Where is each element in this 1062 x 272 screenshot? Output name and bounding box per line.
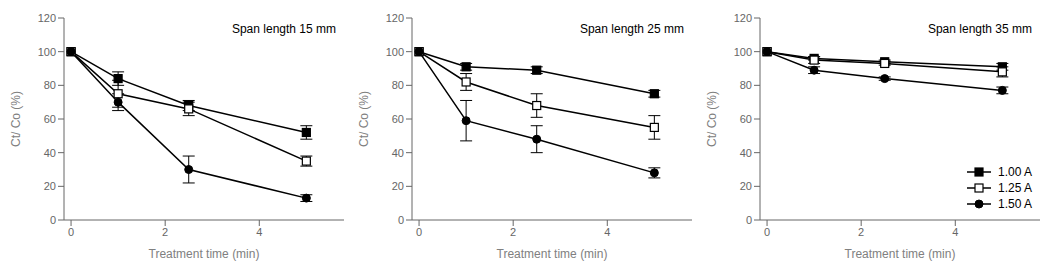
svg-text:120: 120 (386, 12, 404, 24)
html-text:1.50 A: 1.50 A (998, 197, 1032, 211)
svg-text:100: 100 (734, 46, 752, 58)
svg-text:100: 100 (38, 46, 56, 58)
svg-text:2: 2 (510, 226, 516, 238)
svg-text:Ct/ Co (%): Ct/ Co (%) (9, 91, 23, 147)
svg-text:0: 0 (68, 226, 74, 238)
svg-text:20: 20 (44, 180, 56, 192)
svg-text:4: 4 (256, 226, 262, 238)
html-text:1.25 A: 1.25 A (998, 181, 1032, 195)
svg-text:120: 120 (734, 12, 752, 24)
html-text:Span length 15 mm: Span length 15 mm (231, 22, 336, 36)
html-text:1.00 A: 1.00 A (998, 165, 1032, 179)
html-text:Span length 25 mm: Span length 25 mm (579, 22, 684, 36)
svg-text:Treatment time (min): Treatment time (min) (497, 247, 608, 261)
svg-text:40: 40 (392, 147, 404, 159)
svg-text:40: 40 (44, 147, 56, 159)
svg-text:80: 80 (740, 79, 752, 91)
svg-text:4: 4 (952, 226, 958, 238)
svg-text:60: 60 (392, 113, 404, 125)
svg-text:120: 120 (38, 12, 56, 24)
svg-text:4: 4 (604, 226, 610, 238)
svg-text:Ct/ Co (%): Ct/ Co (%) (705, 91, 719, 147)
svg-text:0: 0 (746, 214, 752, 226)
svg-text:80: 80 (392, 79, 404, 91)
svg-text:60: 60 (740, 113, 752, 125)
svg-text:0: 0 (50, 214, 56, 226)
svg-text:2: 2 (858, 226, 864, 238)
svg-text:2: 2 (162, 226, 168, 238)
svg-text:20: 20 (740, 180, 752, 192)
svg-text:0: 0 (398, 214, 404, 226)
html-text:Span length 35 mm: Span length 35 mm (927, 22, 1032, 36)
svg-text:80: 80 (44, 79, 56, 91)
svg-text:20: 20 (392, 180, 404, 192)
svg-text:40: 40 (740, 147, 752, 159)
svg-text:Ct/ Co (%): Ct/ Co (%) (357, 91, 371, 147)
svg-text:0: 0 (416, 226, 422, 238)
svg-text:100: 100 (386, 46, 404, 58)
svg-text:60: 60 (44, 113, 56, 125)
svg-text:Treatment time (min): Treatment time (min) (845, 247, 956, 261)
svg-text:0: 0 (764, 226, 770, 238)
svg-text:Treatment time (min): Treatment time (min) (149, 247, 260, 261)
